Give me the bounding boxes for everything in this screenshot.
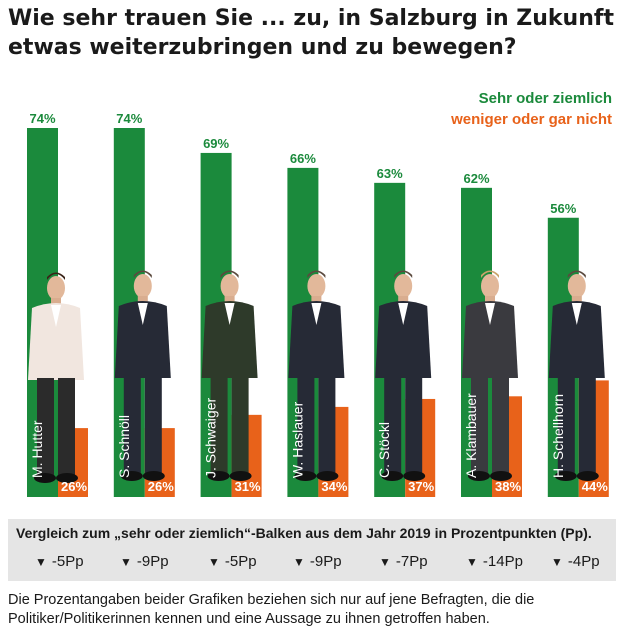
footnote: Die Prozentangaben beider Grafiken bezie… <box>8 592 535 627</box>
comparison-value: -5Pp <box>51 553 84 570</box>
negative-value-label: 34% <box>321 479 347 494</box>
comparison-title: Vergleich zum „sehr oder ziemlich“-Balke… <box>16 525 592 541</box>
person-figure <box>114 270 171 481</box>
comparison-value: -9Pp <box>136 553 169 570</box>
person-figure <box>28 272 84 483</box>
bar-chart: 74% 26% M. Hutter 74% 26% S. Schnöll 69% 31% J. … <box>27 111 609 498</box>
positive-value-label: 74% <box>116 111 142 126</box>
triangle-down-icon: ▼ <box>35 555 47 569</box>
triangle-down-icon: ▼ <box>120 555 132 569</box>
positive-value-label: 66% <box>290 151 316 166</box>
comparison-change: ▼ -5Pp <box>35 553 84 570</box>
comparison-change: ▼ -14Pp <box>466 553 523 570</box>
person-figure <box>201 270 258 481</box>
triangle-down-icon: ▼ <box>466 555 478 569</box>
comparison-change: ▼ -5Pp <box>208 553 257 570</box>
comparison-value: -7Pp <box>395 553 428 570</box>
comparison-value: -4Pp <box>567 553 600 570</box>
positive-value-label: 74% <box>29 111 55 126</box>
comparison-value: -9Pp <box>309 553 342 570</box>
triangle-down-icon: ▼ <box>208 555 220 569</box>
legend: Sehr oder ziemlich weniger oder gar nich… <box>451 88 612 130</box>
comparison-change: ▼ -4Pp <box>551 553 600 570</box>
comparison-change: ▼ -7Pp <box>379 553 428 570</box>
category-label: S. Schnöll <box>116 415 132 478</box>
category-label: W. Haslauer <box>289 401 305 478</box>
category-label: J. Schwaiger <box>203 398 219 478</box>
comparison-change: ▼ -9Pp <box>293 553 342 570</box>
negative-value-label: 26% <box>148 479 174 494</box>
category-label: C. Stöckl <box>376 422 392 478</box>
negative-value-label: 44% <box>582 479 608 494</box>
chart-title: Wie sehr trauen Sie ... zu, in Salzburg … <box>8 6 614 60</box>
negative-value-label: 38% <box>495 479 521 494</box>
person-figure <box>548 270 605 481</box>
positive-value-label: 63% <box>377 166 403 181</box>
triangle-down-icon: ▼ <box>551 555 563 569</box>
category-label: A. Klambauer <box>463 393 479 478</box>
legend-negative: weniger oder gar nicht <box>451 111 612 128</box>
triangle-down-icon: ▼ <box>379 555 391 569</box>
legend-positive: Sehr oder ziemlich <box>478 90 612 107</box>
category-label: H. Schellhorn <box>550 394 566 478</box>
positive-value-label: 62% <box>463 171 489 186</box>
positive-value-label: 56% <box>550 201 576 216</box>
category-label: M. Hutter <box>29 420 45 478</box>
positive-value-label: 69% <box>203 136 229 151</box>
comparison-panel: Vergleich zum „sehr oder ziemlich“-Balke… <box>8 519 616 581</box>
negative-value-label: 26% <box>61 479 87 494</box>
negative-value-label: 31% <box>235 479 261 494</box>
person-figure <box>288 270 345 481</box>
negative-value-label: 37% <box>408 479 434 494</box>
comparison-change: ▼ -9Pp <box>120 553 169 570</box>
person-figure <box>462 270 518 481</box>
person-figure <box>375 270 432 481</box>
triangle-down-icon: ▼ <box>293 555 305 569</box>
comparison-value: -5Pp <box>224 553 257 570</box>
comparison-value: -14Pp <box>482 553 523 570</box>
